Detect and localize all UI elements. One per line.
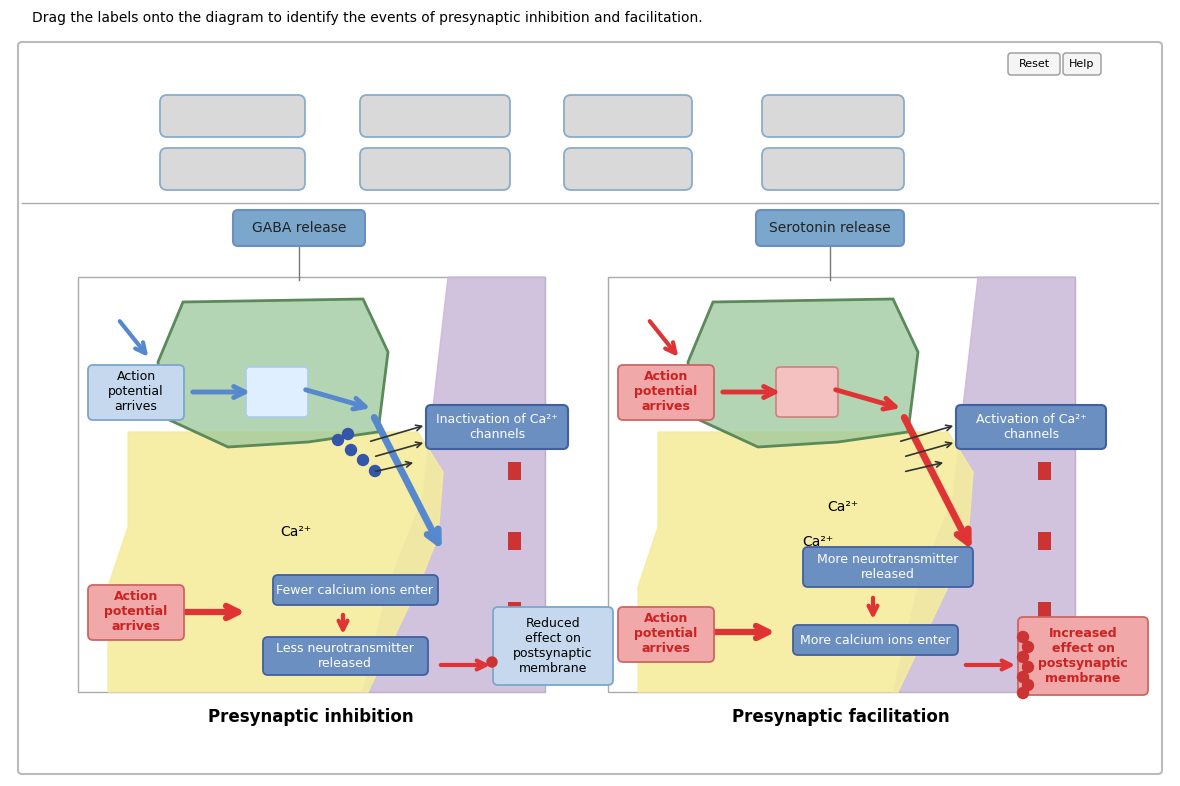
Bar — [509, 667, 522, 685]
Bar — [952, 550, 966, 564]
Bar — [509, 462, 522, 480]
Text: Ca²⁺: Ca²⁺ — [802, 535, 833, 549]
Bar — [509, 602, 522, 620]
FancyBboxPatch shape — [426, 405, 568, 449]
Bar — [919, 510, 935, 523]
FancyBboxPatch shape — [1008, 53, 1060, 75]
Bar — [1038, 602, 1051, 620]
Bar — [936, 531, 950, 544]
Text: Action
potential
arrives: Action potential arrives — [104, 590, 168, 634]
FancyBboxPatch shape — [245, 367, 308, 417]
Text: Drag the labels onto the diagram to identify the events of presynaptic inhibitio: Drag the labels onto the diagram to iden… — [32, 11, 702, 25]
Circle shape — [1017, 671, 1029, 682]
FancyBboxPatch shape — [160, 148, 304, 190]
Bar — [374, 490, 388, 504]
FancyBboxPatch shape — [360, 95, 510, 137]
Text: Help: Help — [1069, 59, 1095, 69]
Bar — [406, 531, 420, 544]
Bar — [608, 277, 1075, 692]
Circle shape — [346, 445, 356, 456]
Text: Presynaptic facilitation: Presynaptic facilitation — [732, 708, 950, 726]
Text: Increased
effect on
postsynaptic
membrane: Increased effect on postsynaptic membran… — [1038, 627, 1128, 685]
Circle shape — [333, 435, 343, 446]
Circle shape — [1017, 631, 1029, 642]
Text: More calcium ions enter: More calcium ions enter — [800, 634, 950, 647]
Text: Activation of Ca²⁺
channels: Activation of Ca²⁺ channels — [976, 413, 1087, 441]
Polygon shape — [158, 299, 388, 447]
FancyBboxPatch shape — [232, 210, 365, 246]
Bar — [358, 470, 373, 484]
Bar — [904, 490, 918, 504]
FancyBboxPatch shape — [618, 607, 714, 662]
Polygon shape — [363, 277, 545, 692]
Text: Reduced
effect on
postsynaptic
membrane: Reduced effect on postsynaptic membrane — [513, 617, 592, 675]
Text: More neurotransmitter
released: More neurotransmitter released — [818, 553, 958, 581]
Text: Action
potential
arrives: Action potential arrives — [635, 370, 697, 413]
Text: Ca²⁺: Ca²⁺ — [281, 525, 312, 539]
Text: Ca²⁺: Ca²⁺ — [827, 500, 859, 514]
Bar — [78, 277, 545, 692]
Bar — [342, 450, 356, 464]
Bar — [887, 470, 903, 484]
Bar — [1038, 667, 1051, 685]
FancyBboxPatch shape — [273, 575, 438, 605]
Circle shape — [1017, 652, 1029, 663]
FancyBboxPatch shape — [618, 365, 714, 420]
Bar — [872, 450, 886, 464]
Bar — [509, 532, 522, 550]
FancyBboxPatch shape — [956, 405, 1106, 449]
FancyBboxPatch shape — [776, 367, 838, 417]
FancyBboxPatch shape — [263, 637, 428, 675]
Bar — [856, 430, 871, 444]
Circle shape — [342, 428, 354, 439]
Bar — [326, 430, 340, 444]
FancyBboxPatch shape — [88, 365, 184, 420]
FancyBboxPatch shape — [1063, 53, 1101, 75]
Bar — [389, 510, 405, 523]
Polygon shape — [638, 432, 973, 692]
Text: Serotonin release: Serotonin release — [769, 221, 891, 235]
Circle shape — [1023, 641, 1034, 652]
FancyBboxPatch shape — [88, 585, 184, 640]
FancyBboxPatch shape — [756, 210, 904, 246]
FancyBboxPatch shape — [160, 95, 304, 137]
FancyBboxPatch shape — [793, 625, 958, 655]
Text: Reset: Reset — [1018, 59, 1049, 69]
FancyBboxPatch shape — [762, 95, 904, 137]
Circle shape — [369, 465, 380, 476]
Polygon shape — [893, 277, 1075, 692]
Text: GABA release: GABA release — [251, 221, 346, 235]
FancyBboxPatch shape — [564, 148, 691, 190]
FancyBboxPatch shape — [564, 95, 691, 137]
Polygon shape — [109, 432, 443, 692]
Circle shape — [487, 657, 497, 667]
Bar — [421, 550, 437, 564]
Circle shape — [1023, 662, 1034, 673]
Text: Action
potential
arrives: Action potential arrives — [635, 612, 697, 656]
Text: Presynaptic inhibition: Presynaptic inhibition — [208, 708, 414, 726]
Text: Action
potential
arrives: Action potential arrives — [109, 370, 164, 413]
FancyBboxPatch shape — [493, 607, 612, 685]
Polygon shape — [688, 299, 918, 447]
FancyBboxPatch shape — [360, 148, 510, 190]
Circle shape — [1023, 680, 1034, 690]
FancyBboxPatch shape — [762, 148, 904, 190]
Circle shape — [358, 454, 368, 465]
Bar — [1038, 462, 1051, 480]
Bar — [1038, 532, 1051, 550]
FancyBboxPatch shape — [1018, 617, 1148, 695]
Text: Inactivation of Ca²⁺
channels: Inactivation of Ca²⁺ channels — [437, 413, 558, 441]
FancyBboxPatch shape — [18, 42, 1162, 774]
Text: Less neurotransmitter
released: Less neurotransmitter released — [276, 642, 414, 670]
Circle shape — [1017, 688, 1029, 699]
FancyBboxPatch shape — [804, 547, 974, 587]
Text: Fewer calcium ions enter: Fewer calcium ions enter — [276, 583, 433, 597]
